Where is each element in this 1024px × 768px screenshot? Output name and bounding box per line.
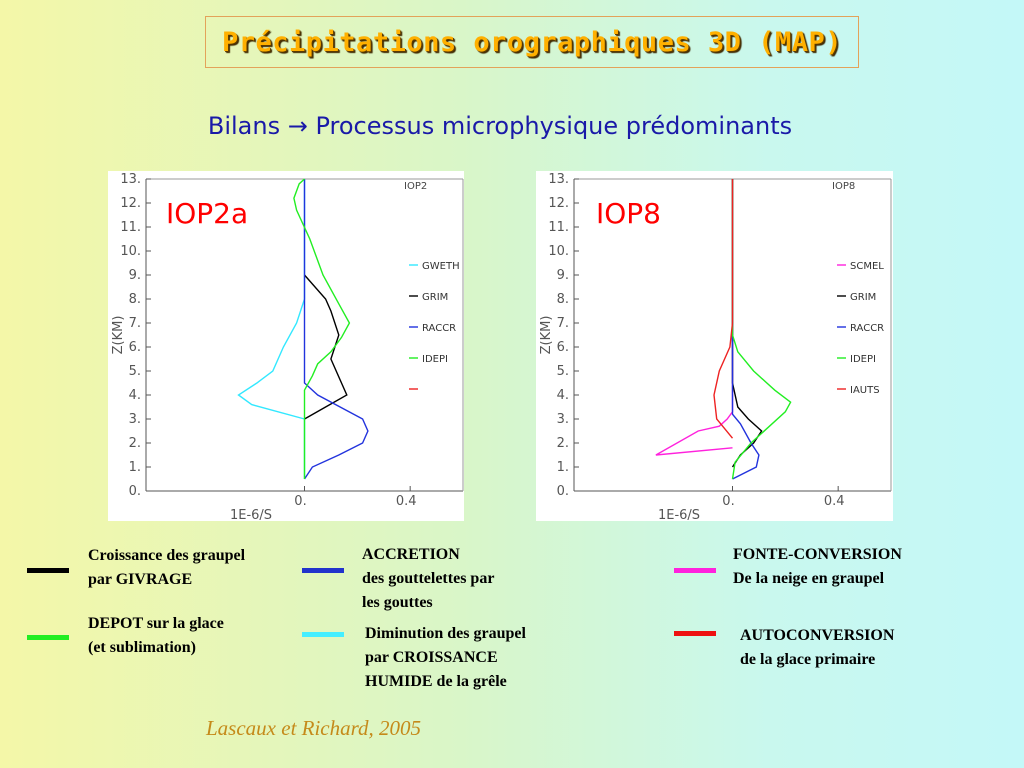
legend-swatch-croissance-humide: [302, 632, 344, 637]
y-tick-label: 8.: [129, 292, 141, 307]
y-axis-label: Z(KM): [539, 316, 554, 355]
legend-text-croissance-humide: Diminution des graupel par CROISSANCE HU…: [365, 625, 526, 690]
y-tick-label: 10.: [120, 244, 141, 259]
series-line-raccr: [731, 179, 760, 480]
series-line-idepi: [731, 179, 792, 480]
legend-swatch-fonte: [674, 568, 716, 573]
y-tick-label: 1.: [129, 460, 141, 475]
y-tick-label: 0.: [557, 484, 569, 499]
series-line-grim: [731, 179, 763, 468]
series-line-scmel: [655, 179, 734, 456]
series-line-grim: [303, 274, 348, 420]
chart-panel-iop8: 0. 1. 2. 3. 4. 5. 6. 7. 8. 9. 10. 11. 12. 13. 0. 0.4 Z(K…: [536, 171, 893, 521]
y-tick-label: 10.: [548, 244, 569, 259]
y-tick-label: 7.: [129, 316, 141, 331]
series-line-gweth: [237, 179, 306, 479]
chart-panel-iop2a: 0. 1. 2. 3. 4. 5. 6. 7. 8. 9. 10. 11. 12. 13. 0. 0.4 Z(K…: [108, 171, 464, 521]
y-tick-label: 7.: [557, 316, 569, 331]
panel-big-label: IOP2a: [166, 197, 248, 230]
chart-legend-label: IDEPI: [422, 354, 448, 365]
panel-big-label: IOP8: [596, 197, 661, 230]
chart-legend-label: GWETH: [422, 261, 460, 272]
x-tick-label: 0.4: [824, 494, 845, 509]
y-tick-label: 1.: [557, 460, 569, 475]
legend-text-fonte: FONTE-CONVERSION De la neige en graupel: [733, 546, 902, 587]
chart-legend-label: GRIM: [422, 292, 448, 303]
y-tick-label: 6.: [129, 340, 141, 355]
y-tick-label: 5.: [129, 364, 141, 379]
y-tick-label: 9.: [557, 268, 569, 283]
y-tick-label: 9.: [129, 268, 141, 283]
legend-swatch-depot: [27, 635, 69, 640]
x-tick-label: 0.: [722, 494, 734, 509]
page-title: Précipitations orographiques 3D (MAP): [222, 26, 842, 58]
x-tick-label: 0.: [294, 494, 306, 509]
y-tick-label: 12.: [120, 196, 141, 211]
chart-iop8: 0. 1. 2. 3. 4. 5. 6. 7. 8. 9. 10. 11. 12. 13. 0. 0.4 Z(K…: [539, 172, 892, 521]
chart-legend-label: IAUTS: [850, 385, 880, 396]
legend-text-depot: DEPOT sur la glace (et sublimation): [88, 615, 224, 656]
x-axis-label: 1E-6/S: [230, 508, 272, 521]
y-tick-label: 4.: [129, 388, 141, 403]
y-tick-label: 0.: [129, 484, 141, 499]
y-tick-label: 4.: [557, 388, 569, 403]
x-axis-label: 1E-6/S: [658, 508, 700, 521]
y-tick-label: 2.: [129, 436, 141, 451]
chart-legend-label: SCMEL: [850, 261, 884, 272]
y-tick-label: 12.: [548, 196, 569, 211]
y-tick-label: 5.: [557, 364, 569, 379]
legend-text-autoconversion: AUTOCONVERSION de la glace primaire: [740, 627, 895, 668]
y-axis-label: Z(KM): [111, 316, 126, 355]
chart-legend-label: RACCR: [850, 323, 884, 334]
legend-text-accretion: ACCRETION des gouttelettes par les goutt…: [362, 546, 495, 611]
chart-legend-label: GRIM: [850, 292, 876, 303]
y-tick-label: 8.: [557, 292, 569, 307]
subtitle: Bilans → Processus microphysique prédomi…: [207, 112, 793, 140]
series-line-idepi: [293, 178, 351, 479]
y-tick-label: 3.: [129, 412, 141, 427]
y-tick-label: 3.: [557, 412, 569, 427]
chart-legend-label: RACCR: [422, 323, 456, 334]
series-line-iauts: [713, 179, 734, 439]
series-line-raccr: [303, 179, 369, 480]
x-tick-label: 0.4: [396, 494, 417, 509]
legend-swatch-accretion: [302, 568, 344, 573]
citation: Lascaux et Richard, 2005: [206, 716, 422, 740]
legend-text-givrage: Croissance des graupel par GIVRAGE: [88, 547, 246, 588]
y-tick-label: 6.: [557, 340, 569, 355]
y-tick-label: 11.: [548, 220, 569, 235]
legend-swatch-autoconversion: [674, 631, 716, 636]
legend-swatch-givrage: [27, 568, 69, 573]
chart-legend-label: IDEPI: [850, 354, 876, 365]
y-tick-label: 2.: [557, 436, 569, 451]
corner-label: IOP2: [404, 181, 427, 192]
chart-iop2a: 0. 1. 2. 3. 4. 5. 6. 7. 8. 9. 10. 11. 12. 13. 0. 0.4 Z(K…: [111, 172, 464, 521]
y-tick-label: 13.: [548, 172, 569, 187]
y-tick-label: 11.: [120, 220, 141, 235]
y-tick-label: 13.: [120, 172, 141, 187]
title-box: Précipitations orographiques 3D (MAP): [205, 16, 859, 68]
corner-label: IOP8: [832, 181, 855, 192]
